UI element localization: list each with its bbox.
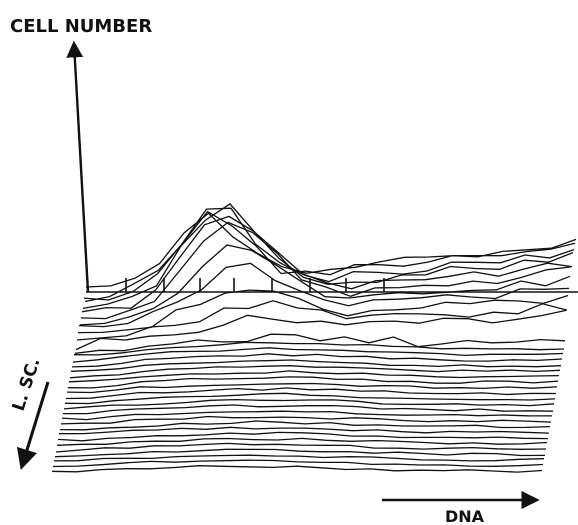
z-axis-label: L. SC.: [9, 356, 45, 414]
x-axis-label: DNA: [445, 507, 485, 525]
histogram-series-26: [61, 417, 551, 424]
histogram-series-10: [77, 301, 567, 340]
histogram-series-20: [67, 384, 557, 393]
histogram-series-25: [62, 411, 552, 419]
histogram-series-33: [54, 455, 544, 461]
histogram-series-17: [70, 366, 560, 378]
histogram-series-1: [86, 213, 576, 287]
histogram-series-18: [69, 371, 559, 382]
histogram-series-22: [65, 393, 555, 403]
histogram-series-9: [78, 290, 568, 333]
histogram-series-23: [64, 400, 554, 409]
y-axis-label: CELL NUMBER: [10, 16, 152, 37]
histogram-series-21: [66, 388, 556, 399]
histogram-series-29: [58, 432, 548, 440]
histogram-series-30: [57, 438, 547, 445]
cell-number-axis: [74, 44, 88, 292]
histogram-series-13: [74, 342, 564, 355]
histogram-series-group: [52, 204, 576, 472]
histogram-series-3: [84, 208, 574, 300]
